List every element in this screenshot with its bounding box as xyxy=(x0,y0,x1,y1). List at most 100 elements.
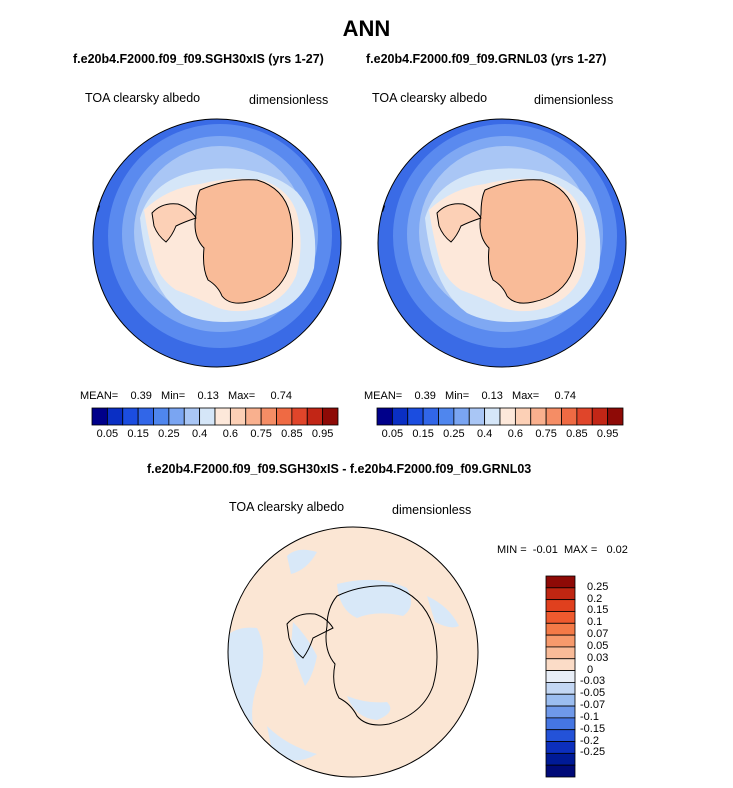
colorbar-2-swatch xyxy=(484,407,501,426)
diff-colorbar-tick-label: -0.2 xyxy=(580,734,599,747)
colorbar-1-swatch xyxy=(137,407,154,426)
colorbar-1-swatch xyxy=(245,407,262,426)
diff-colorbar-swatch xyxy=(545,705,576,719)
diff-min-label: MIN = xyxy=(497,544,527,556)
diff-colorbar-swatch xyxy=(545,741,576,754)
map-2-west-antarctica xyxy=(436,203,482,243)
diff-antarctica-outline xyxy=(325,585,438,726)
colorbar-2-tick-label: 0.15 xyxy=(412,428,434,440)
diff-colorbar-tick-label: 0 xyxy=(587,663,594,676)
colorbar-1-swatch xyxy=(322,407,339,426)
panel-2-max-label: Max= xyxy=(512,390,540,402)
diff-negative-region-6 xyxy=(427,596,459,628)
colorbar-2-tick-label: 0.85 xyxy=(566,428,588,440)
panel-1-mean-value: 0.39 xyxy=(130,390,152,402)
panel-2-case-title: f.e20b4.F2000.f09_f09.GRNL03 (yrs 1-27) xyxy=(366,52,607,66)
diff-colorbar-swatch xyxy=(545,634,576,648)
diff-colorbar-swatch xyxy=(545,658,576,671)
colorbar-1 xyxy=(91,407,339,426)
colorbar-2-swatch xyxy=(561,407,578,426)
panel-2-max-value: 0.74 xyxy=(554,390,576,402)
colorbar-2-swatch xyxy=(530,407,547,426)
colorbar-1-swatch xyxy=(106,407,124,426)
colorbar-2-tick-label: 0.05 xyxy=(381,428,404,440)
diff-max-label: MAX = xyxy=(563,544,598,556)
colorbar-1-swatch xyxy=(91,407,108,426)
map-2-antarctica xyxy=(479,179,579,304)
colorbar-2-swatch xyxy=(514,407,532,426)
diff-colorbar-swatch xyxy=(545,752,576,766)
colorbar-2-tick-label: 0.95 xyxy=(596,428,619,440)
map-1-antarctica xyxy=(194,179,294,304)
diff-colorbar-tick-label: 0.25 xyxy=(587,580,609,593)
diff-colorbar-swatch xyxy=(545,729,576,742)
colorbar-2-tick-label: 0.4 xyxy=(476,428,493,440)
diff-colorbar-tick-label: 0.05 xyxy=(587,639,609,652)
colorbar-1-swatch xyxy=(260,407,277,426)
colorbar-1-swatch xyxy=(229,407,247,426)
colorbar-2-swatch xyxy=(576,407,593,426)
colorbar-1-labels: 0.05 0.15 0.25 0.4 0.6 0.75 0.85 0.95 xyxy=(92,428,338,442)
diff-max-value: 0.02 xyxy=(606,544,628,556)
diff-colorbar-tick-label: -0.25 xyxy=(580,746,606,759)
panel-2-units: dimensionless xyxy=(534,93,614,107)
diff-negative-region-4 xyxy=(291,622,317,686)
diff-colorbar-swatch xyxy=(545,717,576,731)
diff-negative-region-7 xyxy=(267,726,317,761)
diff-colorbar-tick-label: 0.1 xyxy=(587,616,603,629)
colorbar-2 xyxy=(376,407,624,426)
map-2 xyxy=(377,118,627,368)
panel-2-min-label: Min= xyxy=(445,390,470,402)
colorbar-1-tick-label: 0.6 xyxy=(222,428,239,440)
colorbar-1-swatch xyxy=(122,407,139,426)
panel-1-min-label: Min= xyxy=(161,390,186,402)
colorbar-2-swatch xyxy=(407,407,424,426)
colorbar-2-swatch xyxy=(438,407,455,426)
colorbar-2-labels: 0.05 0.15 0.25 0.4 0.6 0.75 0.85 0.95 xyxy=(377,428,623,442)
diff-colorbar-tick-label: 0.15 xyxy=(587,604,609,617)
colorbar-2-swatch xyxy=(453,407,470,426)
colorbar-1-tick-label: 0.15 xyxy=(127,428,149,440)
diff-colorbar-swatch xyxy=(545,764,576,778)
diff-colorbar-tick-label: -0.15 xyxy=(580,722,606,735)
diff-colorbar-swatch xyxy=(545,682,576,695)
diff-colorbar-swatch xyxy=(545,670,576,683)
colorbar-1-swatch xyxy=(199,407,216,426)
diff-colorbar-swatch xyxy=(545,646,576,660)
map-1-border xyxy=(92,118,342,368)
diff-colorbar-labels: 0.25 0.2 0.15 0.1 0.07 0.05 0.03 0 -0.03 -0.05 -0.… xyxy=(580,576,640,777)
colorbar-2-swatch xyxy=(591,407,609,426)
main-title: ANN xyxy=(342,16,391,41)
map-1 xyxy=(92,118,342,368)
colorbar-2-swatch xyxy=(376,407,393,426)
colorbar-2-tick-label: 0.25 xyxy=(443,428,465,440)
colorbar-1-swatch xyxy=(214,407,231,426)
colorbar-1-swatch xyxy=(306,407,324,426)
colorbar-1-tick-label: 0.4 xyxy=(191,428,208,440)
diff-colorbar-swatch xyxy=(545,599,576,612)
colorbar-2-swatch xyxy=(468,407,486,426)
panel-1-units: dimensionless xyxy=(249,93,329,107)
colorbar-1-swatch xyxy=(153,407,170,426)
colorbar-1-tick-label: 0.85 xyxy=(281,428,303,440)
colorbar-1-swatch xyxy=(291,407,308,426)
diff-negative-region-5 xyxy=(347,696,391,720)
panel-1-max-value: 0.74 xyxy=(270,390,292,402)
colorbar-2-tick-label: 0.75 xyxy=(535,428,557,440)
panel-2-min-value: 0.13 xyxy=(481,390,503,402)
diff-units: dimensionless xyxy=(392,503,472,517)
panel-1-min-value: 0.13 xyxy=(197,390,219,402)
diff-negative-region-2 xyxy=(287,549,317,574)
diff-colorbar-swatch xyxy=(545,611,576,624)
colorbar-1-swatch xyxy=(183,407,201,426)
diff-variable: TOA clearsky albedo xyxy=(229,500,345,514)
colorbar-1-swatch xyxy=(276,407,293,426)
diff-colorbar-swatch xyxy=(545,622,576,636)
map-1-west-antarctica xyxy=(151,203,197,243)
colorbar-1-tick-label: 0.05 xyxy=(96,428,119,440)
colorbar-1-tick-label: 0.75 xyxy=(250,428,272,440)
diff-colorbar-tick-label: -0.1 xyxy=(580,710,599,723)
diff-colorbar-tick-label: 0.07 xyxy=(587,628,609,641)
panel-2-mean-label: MEAN= xyxy=(364,390,403,402)
diff-min-value: -0.01 xyxy=(532,544,558,556)
